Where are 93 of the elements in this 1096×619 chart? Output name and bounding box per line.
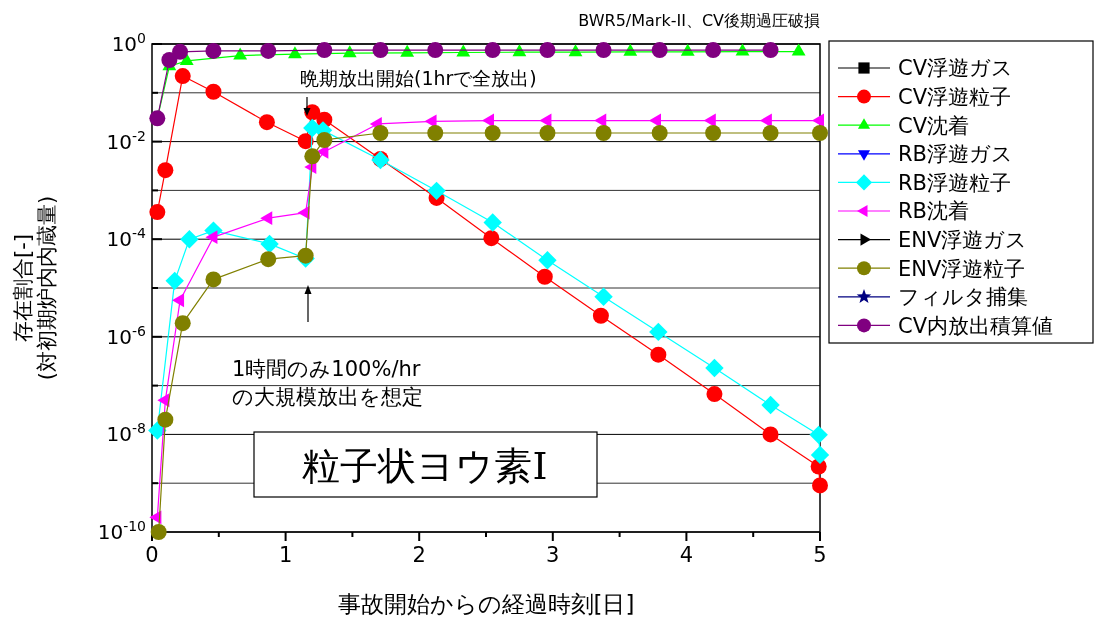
point — [258, 114, 275, 131]
chart-title: BWR5/Mark-II、CV後期過圧破損 — [578, 11, 820, 30]
point — [539, 42, 556, 59]
x-tick-label: 4 — [679, 543, 694, 567]
y-tick-label: 10$^{0}$ — [111, 30, 146, 56]
point — [149, 204, 166, 221]
point — [233, 47, 248, 60]
point — [762, 426, 779, 443]
point — [651, 42, 668, 59]
point — [205, 230, 218, 245]
point — [260, 42, 277, 59]
point — [705, 358, 724, 378]
point — [649, 113, 662, 128]
point — [149, 110, 166, 127]
legend-label: RB浮遊ガス — [898, 142, 1013, 167]
point — [762, 125, 779, 141]
point — [762, 42, 779, 59]
legend-label: ENV浮遊粒子 — [898, 256, 1026, 281]
point — [316, 42, 333, 59]
point — [791, 43, 806, 56]
point — [705, 42, 722, 59]
point — [205, 83, 222, 100]
legend-label: ENV浮遊ガス — [898, 227, 1028, 252]
point — [484, 125, 501, 141]
legend-label: CV浮遊ガス — [898, 56, 1014, 81]
point — [172, 293, 185, 308]
point — [288, 46, 302, 59]
annotation: 1時間のみ100%/hr の大規模放出を想定 — [232, 357, 423, 409]
point — [592, 307, 609, 324]
point — [595, 42, 612, 59]
legend-label: CV浮遊粒子 — [898, 84, 1012, 109]
point — [651, 125, 668, 141]
point — [174, 315, 191, 332]
point — [650, 346, 667, 363]
point — [304, 148, 321, 165]
point — [812, 477, 828, 494]
point — [483, 213, 502, 232]
y-tick-label: 10$^{-8}$ — [106, 420, 146, 447]
point — [538, 251, 557, 270]
legend-label: RB沈着 — [898, 199, 969, 224]
y-tick-label: 10$^{-2}$ — [106, 127, 146, 154]
point — [316, 131, 333, 148]
x-axis-title: 事故開始からの経過時刻[日] — [337, 591, 635, 617]
legend-label: フィルタ捕集 — [898, 285, 1028, 310]
point — [484, 42, 501, 59]
point — [649, 322, 668, 342]
point — [205, 271, 222, 288]
point — [536, 268, 553, 285]
point — [427, 125, 444, 141]
point — [157, 411, 174, 428]
point — [810, 445, 830, 465]
point — [165, 271, 184, 291]
legend-label: RB浮遊粒子 — [898, 170, 1011, 195]
point — [539, 125, 556, 141]
point — [260, 251, 277, 268]
point — [482, 113, 495, 128]
point — [706, 386, 723, 403]
y-tick-label: 10$^{-10}$ — [97, 518, 146, 544]
legend-label: CV沈着 — [898, 113, 970, 138]
point — [260, 234, 279, 254]
point — [372, 42, 389, 59]
annotation: 粒子状ヨウ素I — [302, 444, 548, 488]
point — [372, 125, 389, 141]
point — [260, 211, 273, 226]
point — [809, 425, 828, 445]
point — [161, 52, 178, 68]
y-axis-title: 存在割合[-] (対初期炉内内蔵量) — [11, 195, 59, 381]
point — [761, 395, 780, 415]
x-tick-label: 0 — [145, 543, 159, 567]
x-tick-label: 2 — [412, 543, 426, 567]
point — [594, 287, 613, 307]
point — [427, 42, 444, 59]
x-tick-label: 3 — [546, 543, 560, 567]
x-tick-label: 5 — [813, 543, 827, 567]
point — [812, 113, 824, 128]
point — [205, 42, 222, 59]
point — [180, 230, 199, 249]
y-tick-label: 10$^{-6}$ — [106, 322, 147, 349]
point — [157, 162, 174, 179]
point — [172, 43, 189, 60]
point — [812, 125, 828, 141]
point — [297, 133, 314, 150]
annotation: 晩期放出開始(1hrで全放出) — [300, 67, 537, 89]
point — [483, 230, 500, 247]
point — [427, 181, 446, 201]
legend-label: CV内放出積算値 — [898, 313, 1054, 338]
point — [595, 125, 612, 141]
point — [705, 125, 722, 141]
point — [297, 247, 314, 264]
point — [174, 68, 191, 85]
point — [594, 113, 607, 128]
x-tick-label: 1 — [278, 543, 293, 567]
y-tick-label: 10$^{-4}$ — [106, 225, 147, 252]
